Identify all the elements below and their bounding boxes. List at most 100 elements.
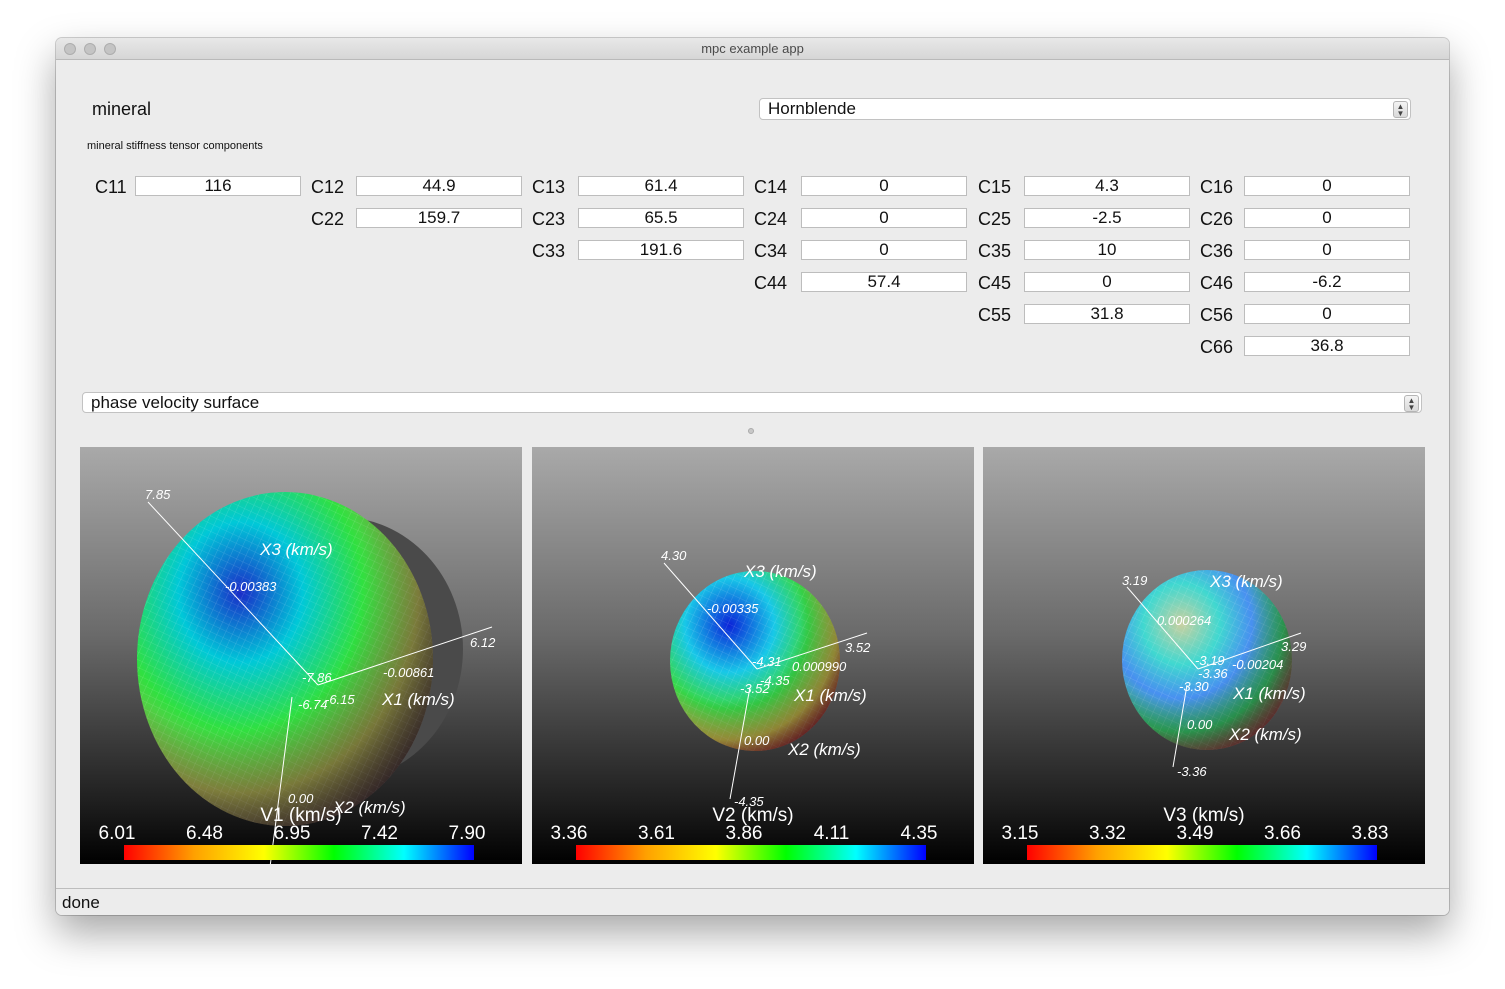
- axis-title: X3 (km/s): [259, 540, 333, 559]
- axis-tick-label: 3.52: [845, 640, 871, 655]
- tensor-input-c45[interactable]: 0: [1024, 272, 1190, 292]
- axis-line: [1172, 684, 1188, 768]
- axis-title: X1 (km/s): [1232, 684, 1306, 703]
- colorbar-tick-label: 7.90: [449, 823, 486, 844]
- minimize-window-icon[interactable]: [84, 43, 96, 55]
- axis-tick-label: -3.19: [1195, 653, 1225, 668]
- tensor-label-c44: C44: [754, 273, 788, 293]
- tensor-input-c15[interactable]: 4.3: [1024, 176, 1190, 196]
- plot-v2-svg: X3 (km/s) X1 (km/s) X2 (km/s) 4.30 -0.00335 -…: [551, 548, 938, 860]
- tensor-input-c34[interactable]: 0: [801, 240, 967, 260]
- tensor-input-c12[interactable]: 44.9: [356, 176, 522, 196]
- tensor-input-c66[interactable]: 36.8: [1244, 336, 1410, 356]
- plot-panel-v2[interactable]: X3 (km/s) X1 (km/s) X2 (km/s) 4.30 -0.00335 -…: [532, 447, 974, 864]
- axis-tick-label: -6.15: [325, 692, 355, 707]
- axis-line: [1197, 632, 1302, 670]
- axis-title: X2 (km/s): [1228, 725, 1302, 744]
- colorbar-tick-label: 3.36: [551, 823, 588, 844]
- axis-title: X3 (km/s): [743, 562, 817, 581]
- tensor-input-c36[interactable]: 0: [1244, 240, 1410, 260]
- status-bar: done: [56, 888, 1449, 915]
- tensor-label-c22: C22: [311, 209, 345, 229]
- colorbar-title: V1 (km/s): [260, 805, 341, 826]
- axis-line: [317, 626, 493, 686]
- axis-tick-label: -0.00861: [383, 665, 434, 680]
- tensor-input-c25[interactable]: -2.5: [1024, 208, 1190, 228]
- plot-v1-svg: X3 (km/s) X1 (km/s) X2 (km/s) 7.85 -0.00383 -…: [99, 487, 496, 864]
- colorbar-tick-label: 3.66: [1264, 823, 1301, 844]
- axis-tick-label: 7.85: [145, 487, 171, 502]
- axis-title: X3 (km/s): [1209, 572, 1283, 591]
- plot-panel-v3[interactable]: X3 (km/s) X1 (km/s) X2 (km/s) 3.19 0.000264 -…: [983, 447, 1425, 864]
- tensor-label-c11: C11: [95, 177, 127, 197]
- surface-shading: [1122, 570, 1292, 750]
- tensor-label-c55: C55: [978, 305, 1012, 325]
- colorbar-tick-label: 3.61: [638, 823, 675, 844]
- tensor-label-c13: C13: [532, 177, 566, 197]
- axis-tick-label: 0.000264: [1157, 613, 1211, 628]
- tensor-input-c33[interactable]: 191.6: [578, 240, 744, 260]
- colorbar-title: V3 (km/s): [1163, 805, 1244, 826]
- zoom-window-icon[interactable]: [104, 43, 116, 55]
- close-window-icon[interactable]: [64, 43, 76, 55]
- colorbar-tick-label: 6.48: [186, 823, 223, 844]
- tensor-label-c23: C23: [532, 209, 566, 229]
- tensor-input-c11[interactable]: 116: [135, 176, 301, 196]
- colorbar: [576, 845, 926, 860]
- colorbar: [124, 845, 474, 860]
- axis-line: [756, 632, 868, 670]
- tensor-label-c56: C56: [1200, 305, 1234, 325]
- colorbar-tick-label: 6.01: [99, 823, 136, 844]
- splitter-handle[interactable]: [748, 428, 754, 434]
- tensor-label-c26: C26: [1200, 209, 1234, 229]
- colorbar-tick-label: 3.83: [1352, 823, 1389, 844]
- axis-tick-label: -0.00335: [707, 601, 759, 616]
- tensor-label-c35: C35: [978, 241, 1012, 261]
- tensor-input-c23[interactable]: 65.5: [578, 208, 744, 228]
- window-title: mpc example app: [701, 41, 804, 56]
- axis-line: [269, 696, 293, 864]
- tensor-input-c55[interactable]: 31.8: [1024, 304, 1190, 324]
- axis-title: X2 (km/s): [787, 740, 861, 759]
- tensor-label-c16: C16: [1200, 177, 1234, 197]
- axis-tick-label: -3.36: [1198, 666, 1228, 681]
- axis-tick-label: -0.00204: [1232, 657, 1283, 672]
- tensor-input-c14[interactable]: 0: [801, 176, 967, 196]
- colorbar-tick-label: 6.95: [274, 823, 311, 844]
- tensor-input-c56[interactable]: 0: [1244, 304, 1410, 324]
- axis-tick-label: -6.74: [298, 697, 328, 712]
- colorbar: [1027, 845, 1377, 860]
- tensor-label-c14: C14: [754, 177, 788, 197]
- axis-title: X1 (km/s): [793, 686, 867, 705]
- tensor-label-c34: C34: [754, 241, 788, 261]
- axis-line: [729, 686, 751, 800]
- app-window: mpc example app mineral Hornblende ▲ ▼ mi…: [56, 38, 1449, 915]
- colorbar-tick-label: 3.15: [1002, 823, 1039, 844]
- tensor-input-c24[interactable]: 0: [801, 208, 967, 228]
- axis-tick-label: -3.52: [740, 681, 770, 696]
- tensor-input-c16[interactable]: 0: [1244, 176, 1410, 196]
- colorbar-tick-label: 4.35: [901, 823, 938, 844]
- axis-tick-label: 3.29: [1281, 639, 1306, 654]
- tensor-label-c12: C12: [311, 177, 345, 197]
- axis-line: [147, 501, 319, 686]
- colorbar-tick-label: 3.49: [1177, 823, 1214, 844]
- axis-tick-label: 4.30: [661, 548, 687, 563]
- tensor-label-c46: C46: [1200, 273, 1234, 293]
- tensor-input-c46[interactable]: -6.2: [1244, 272, 1410, 292]
- tensor-input-c35[interactable]: 10: [1024, 240, 1190, 260]
- tensor-input-c22[interactable]: 159.7: [356, 208, 522, 228]
- axis-tick-label: 0.00: [1187, 717, 1213, 732]
- tensor-input-c13[interactable]: 61.4: [578, 176, 744, 196]
- axis-tick-label: -0.00383: [225, 579, 277, 594]
- axis-line: [1126, 586, 1199, 670]
- tensor-input-c26[interactable]: 0: [1244, 208, 1410, 228]
- tensor-input-c44[interactable]: 57.4: [801, 272, 967, 292]
- plot-panel-v1[interactable]: X3 (km/s) X1 (km/s) X2 (km/s) 7.85 -0.00383 -…: [80, 447, 522, 864]
- tensor-label-c45: C45: [978, 273, 1012, 293]
- axis-tick-label: -7.86: [302, 670, 332, 685]
- mineral-select[interactable]: Hornblende ▲ ▼: [759, 98, 1411, 120]
- colorbar-tick-label: 7.42: [361, 823, 398, 844]
- select-arrows-icon: ▲ ▼: [1404, 395, 1419, 412]
- plot-type-select[interactable]: phase velocity surface ▲ ▼: [82, 392, 1422, 413]
